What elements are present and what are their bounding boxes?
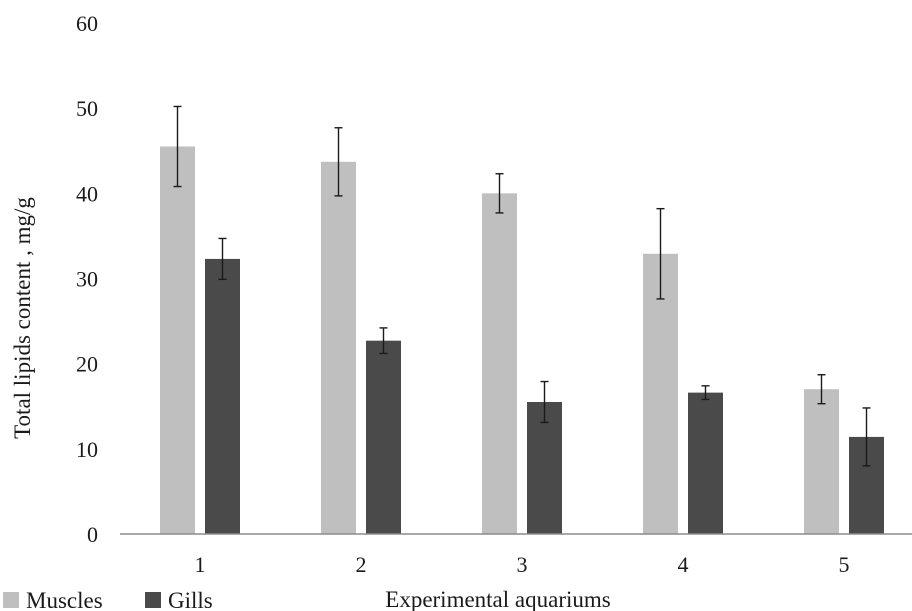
bar-muscles-4: [643, 253, 678, 534]
bar-gills-2: [366, 340, 401, 534]
bar-gills-1: [205, 258, 240, 534]
error-bar-gills-1: [218, 237, 227, 281]
legend-item-muscles: Muscles: [3, 588, 103, 611]
legend-item-gills: Gills: [145, 588, 213, 611]
bar-muscles-1: [160, 146, 195, 534]
error-bar-gills-4: [701, 385, 710, 401]
error-bar-muscles-2: [334, 127, 343, 197]
y-tick-label: 20: [76, 352, 98, 377]
legend-label: Gills: [168, 588, 213, 611]
y-axis-title-group: Total lipids content , mg/g: [10, 197, 35, 439]
error-bars-layer: [173, 105, 871, 467]
y-tick-label: 10: [76, 437, 98, 462]
y-tick-label: 30: [76, 267, 98, 292]
y-axis-title: Total lipids content , mg/g: [10, 197, 35, 439]
x-axis-ticks: 1 2 3 4 5: [195, 552, 850, 577]
legend-label: Muscles: [26, 588, 103, 611]
x-tick-label: 2: [356, 552, 367, 577]
legend-swatch: [3, 592, 19, 608]
x-tick-label: 1: [195, 552, 206, 577]
x-tick-label: 3: [517, 552, 528, 577]
error-bar-muscles-3: [495, 173, 504, 214]
error-bar-gills-5: [862, 407, 871, 467]
legend: Muscles Gills: [3, 588, 213, 611]
error-bar-muscles-1: [173, 105, 182, 188]
x-axis-title: Experimental aquariums: [385, 587, 611, 611]
legend-swatch: [145, 592, 161, 608]
x-tick-label: 5: [839, 552, 850, 577]
error-bar-muscles-4: [656, 207, 665, 300]
y-tick-label: 40: [76, 181, 98, 206]
y-tick-label: 50: [76, 96, 98, 121]
error-bar-muscles-5: [817, 374, 826, 405]
y-tick-label: 60: [76, 11, 98, 36]
error-bar-gills-3: [540, 380, 549, 424]
error-bar-gills-2: [379, 327, 388, 355]
bar-gills-3: [527, 401, 562, 534]
y-tick-label: 0: [87, 522, 98, 547]
x-tick-label: 4: [678, 552, 689, 577]
bar-muscles-2: [321, 161, 356, 535]
bar-muscles-5: [804, 389, 839, 534]
bar-muscles-3: [482, 193, 517, 535]
bars-layer: [160, 146, 884, 535]
bar-gills-4: [688, 392, 723, 534]
y-axis-ticks: 0 10 20 30 40 50 60: [76, 11, 98, 547]
